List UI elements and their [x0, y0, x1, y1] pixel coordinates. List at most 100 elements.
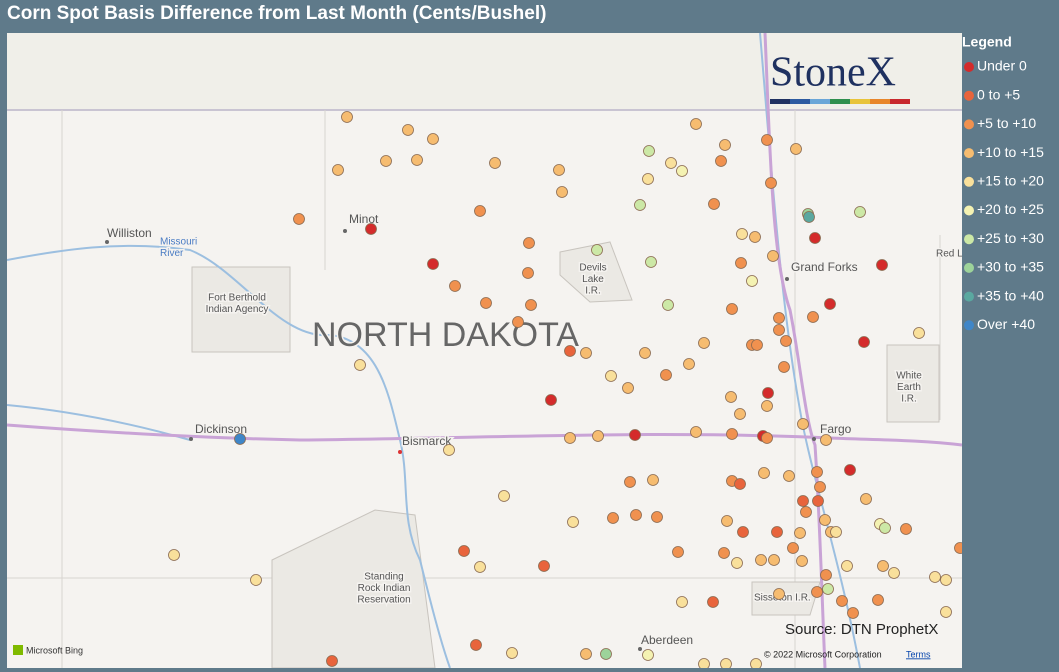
- site-marker[interactable]: [642, 173, 654, 185]
- site-marker[interactable]: [718, 547, 730, 559]
- site-marker[interactable]: [790, 143, 802, 155]
- site-marker[interactable]: [605, 370, 617, 382]
- site-marker[interactable]: [822, 583, 834, 595]
- site-marker[interactable]: [168, 549, 180, 561]
- site-marker[interactable]: [474, 561, 486, 573]
- site-marker[interactable]: [607, 512, 619, 524]
- site-marker[interactable]: [940, 606, 952, 618]
- site-marker[interactable]: [645, 256, 657, 268]
- site-marker[interactable]: [734, 478, 746, 490]
- site-marker[interactable]: [698, 337, 710, 349]
- site-marker[interactable]: [858, 336, 870, 348]
- site-marker[interactable]: [427, 258, 439, 270]
- site-marker[interactable]: [860, 493, 872, 505]
- site-marker[interactable]: [427, 133, 439, 145]
- site-marker[interactable]: [624, 476, 636, 488]
- site-marker[interactable]: [913, 327, 925, 339]
- site-marker[interactable]: [660, 369, 672, 381]
- site-marker[interactable]: [954, 542, 966, 554]
- site-marker[interactable]: [332, 164, 344, 176]
- site-marker[interactable]: [665, 157, 677, 169]
- site-marker[interactable]: [807, 311, 819, 323]
- site-marker[interactable]: [690, 118, 702, 130]
- site-marker[interactable]: [642, 649, 654, 661]
- site-marker[interactable]: [698, 658, 710, 670]
- site-marker[interactable]: [647, 474, 659, 486]
- site-marker[interactable]: [715, 155, 727, 167]
- site-marker[interactable]: [380, 155, 392, 167]
- site-marker[interactable]: [489, 157, 501, 169]
- site-marker[interactable]: [836, 595, 848, 607]
- site-marker[interactable]: [600, 648, 612, 660]
- site-marker[interactable]: [787, 542, 799, 554]
- site-marker[interactable]: [326, 655, 338, 667]
- site-marker[interactable]: [940, 574, 952, 586]
- site-marker[interactable]: [814, 481, 826, 493]
- site-marker[interactable]: [819, 514, 831, 526]
- site-marker[interactable]: [758, 467, 770, 479]
- site-marker[interactable]: [522, 267, 534, 279]
- site-marker[interactable]: [449, 280, 461, 292]
- site-marker[interactable]: [737, 526, 749, 538]
- site-marker[interactable]: [824, 298, 836, 310]
- site-marker[interactable]: [888, 567, 900, 579]
- site-marker[interactable]: [751, 339, 763, 351]
- site-marker[interactable]: [773, 312, 785, 324]
- site-marker[interactable]: [731, 557, 743, 569]
- site-marker[interactable]: [778, 361, 790, 373]
- site-marker[interactable]: [341, 111, 353, 123]
- site-marker[interactable]: [525, 299, 537, 311]
- site-marker[interactable]: [761, 134, 773, 146]
- site-marker[interactable]: [809, 232, 821, 244]
- site-marker[interactable]: [443, 444, 455, 456]
- site-marker[interactable]: [780, 335, 792, 347]
- site-marker[interactable]: [773, 588, 785, 600]
- site-marker[interactable]: [750, 658, 762, 670]
- site-marker[interactable]: [651, 511, 663, 523]
- site-marker[interactable]: [690, 426, 702, 438]
- site-marker[interactable]: [719, 139, 731, 151]
- site-marker[interactable]: [761, 432, 773, 444]
- site-marker[interactable]: [354, 359, 366, 371]
- site-marker[interactable]: [749, 231, 761, 243]
- site-marker[interactable]: [746, 275, 758, 287]
- site-marker[interactable]: [797, 418, 809, 430]
- site-marker[interactable]: [630, 509, 642, 521]
- site-marker[interactable]: [634, 199, 646, 211]
- site-marker[interactable]: [841, 560, 853, 572]
- site-marker[interactable]: [783, 470, 795, 482]
- site-marker[interactable]: [794, 527, 806, 539]
- site-marker[interactable]: [900, 523, 912, 535]
- site-marker[interactable]: [556, 186, 568, 198]
- site-marker[interactable]: [929, 571, 941, 583]
- site-marker[interactable]: [761, 400, 773, 412]
- site-marker[interactable]: [767, 250, 779, 262]
- site-marker[interactable]: [877, 560, 889, 572]
- site-marker[interactable]: [523, 237, 535, 249]
- site-marker[interactable]: [683, 358, 695, 370]
- site-marker[interactable]: [721, 515, 733, 527]
- site-marker[interactable]: [480, 297, 492, 309]
- site-marker[interactable]: [879, 522, 891, 534]
- site-marker[interactable]: [545, 394, 557, 406]
- site-marker[interactable]: [735, 257, 747, 269]
- site-marker[interactable]: [672, 546, 684, 558]
- site-marker[interactable]: [872, 594, 884, 606]
- site-marker[interactable]: [796, 555, 808, 567]
- site-marker[interactable]: [736, 228, 748, 240]
- site-marker[interactable]: [365, 223, 377, 235]
- site-marker[interactable]: [512, 316, 524, 328]
- site-marker[interactable]: [708, 198, 720, 210]
- site-marker[interactable]: [234, 433, 246, 445]
- site-marker[interactable]: [800, 506, 812, 518]
- site-marker[interactable]: [725, 391, 737, 403]
- site-marker[interactable]: [553, 164, 565, 176]
- site-marker[interactable]: [498, 490, 510, 502]
- site-marker[interactable]: [755, 554, 767, 566]
- site-marker[interactable]: [773, 324, 785, 336]
- site-marker[interactable]: [622, 382, 634, 394]
- site-marker[interactable]: [250, 574, 262, 586]
- site-marker[interactable]: [676, 165, 688, 177]
- site-marker[interactable]: [639, 347, 651, 359]
- site-marker[interactable]: [726, 303, 738, 315]
